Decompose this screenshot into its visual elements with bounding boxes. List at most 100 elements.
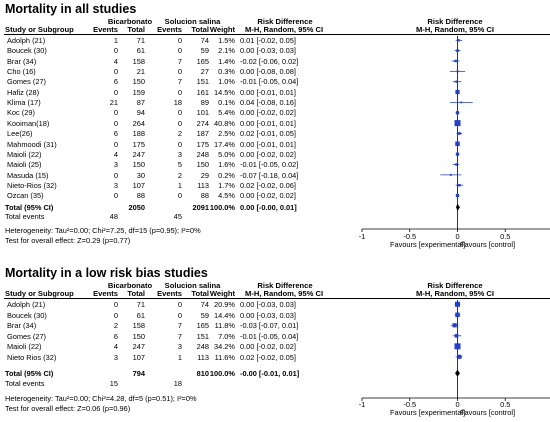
row-weight: 17.4% — [214, 139, 235, 149]
col-total2: Total — [191, 25, 209, 34]
total-weight: 100.0% — [209, 369, 235, 378]
row-study: Adolph (21) — [7, 300, 46, 309]
row-weight: 5.0% — [218, 149, 235, 159]
events-e1: 48 — [109, 212, 118, 221]
row-study: Gomes (27) — [7, 331, 47, 341]
row-total1: 94 — [136, 108, 145, 118]
row-weight: 0.3% — [218, 67, 235, 77]
row-ci: -0.01 [-0.05, 0.04] — [240, 331, 299, 341]
row-total1: 61 — [136, 46, 145, 56]
favours-left: Favours [experimental] — [390, 408, 466, 417]
row-events2: 0 — [177, 118, 182, 128]
row-study: Boucek (30) — [7, 46, 47, 56]
row-study: Maioli (22) — [7, 149, 42, 159]
row-events1: 0 — [113, 108, 118, 118]
row-events2: 1 — [177, 352, 182, 362]
row-weight: 0.2% — [218, 170, 235, 180]
study-point-marker — [457, 354, 462, 359]
favours-right: Favours [control] — [460, 408, 516, 417]
row-total2: 175 — [196, 139, 209, 149]
row-total2: 88 — [200, 191, 209, 201]
col-events1: Events — [93, 25, 118, 34]
study-point-marker — [456, 49, 459, 52]
col-rd-sub-plot: M-H, Random, 95% CI — [415, 289, 495, 298]
row-ci: 0.00 [-0.03, 0.03] — [240, 300, 296, 309]
study-point-marker — [455, 194, 460, 198]
row-ci: 0.00 [-0.03, 0.03] — [240, 46, 296, 56]
total-label: Total (95% CI) — [5, 203, 54, 212]
row-study: Masuda (15) — [7, 170, 49, 180]
row-events2: 0 — [177, 108, 182, 118]
row-weight: 11.6% — [214, 352, 235, 362]
row-total1: 150 — [132, 160, 145, 170]
row-events2: 0 — [177, 36, 182, 45]
row-ci: -0.07 [-0.18, 0.04] — [240, 170, 299, 180]
row-study: Nieto-Rios (32) — [7, 180, 57, 190]
row-ci: 0.00 [-0.08, 0.08] — [240, 67, 296, 77]
row-total1: 188 — [132, 129, 145, 139]
row-ci: 0.00 [-0.01, 0.01] — [240, 118, 296, 128]
total-t1: 2050 — [128, 203, 145, 212]
row-events2: 2 — [177, 170, 182, 180]
row-total1: 87 — [136, 98, 145, 108]
row-weight: 1.5% — [218, 36, 235, 45]
row-total2: 27 — [200, 67, 209, 77]
col-events1: Events — [93, 289, 118, 298]
row-total1: 159 — [132, 87, 145, 97]
heterogeneity-text: Heterogeneity: Tau²=0.00; Chi²=7.25, df=… — [5, 226, 201, 235]
row-weight: 5.4% — [218, 108, 235, 118]
row-events1: 0 — [113, 67, 118, 77]
row-ci: 0.02 [-0.01, 0.05] — [240, 129, 296, 139]
row-ci: -0.03 [-0.07, 0.01] — [240, 321, 299, 330]
row-weight: 0.1% — [218, 98, 235, 108]
row-events2: 0 — [177, 300, 182, 309]
total-t2: 2091 — [192, 203, 209, 212]
heterogeneity-text: Heterogeneity: Tau²=0.00; Chi²=4.28, df=… — [5, 394, 197, 403]
row-study: Adolph (21) — [7, 36, 46, 45]
row-events1: 4 — [113, 56, 118, 66]
row-study: Brar (34) — [7, 56, 37, 66]
row-total2: 187 — [196, 129, 209, 139]
row-ci: 0.02 [-0.02, 0.05] — [240, 352, 296, 362]
row-total1: 247 — [132, 342, 145, 351]
events-e1: 15 — [109, 379, 118, 388]
total-ci: 0.00 [-0.00, 0.01] — [240, 203, 297, 212]
row-study: Ozcan (35) — [7, 191, 44, 201]
row-weight: 34.2% — [214, 342, 235, 351]
study-point-marker — [455, 141, 460, 147]
row-events2: 0 — [177, 67, 182, 77]
row-events1: 2 — [113, 321, 118, 330]
events-e2: 45 — [173, 212, 182, 221]
row-weight: 2.1% — [218, 46, 235, 56]
row-study: Lee(26) — [7, 129, 33, 139]
study-point-marker — [456, 70, 459, 73]
row-ci: 0.00 [-0.02, 0.02] — [240, 342, 296, 351]
events-label: Total events — [5, 379, 45, 388]
row-total1: 21 — [136, 67, 145, 77]
col-weight: Weight — [209, 25, 235, 34]
group2-label: Solucion salina — [164, 281, 221, 290]
panel-title: Mortality in all studies — [5, 2, 137, 16]
row-total1: 61 — [136, 310, 145, 320]
row-events2: 0 — [177, 46, 182, 56]
row-events2: 0 — [177, 191, 182, 201]
row-ci: 0.01 [-0.02, 0.05] — [240, 36, 296, 45]
row-events1: 0 — [113, 118, 118, 128]
study-point-marker — [454, 59, 457, 63]
row-study: Mahmoodi (31) — [7, 139, 57, 149]
row-total2: 151 — [196, 77, 209, 87]
row-ci: -0.01 [-0.05, 0.04] — [240, 77, 299, 87]
row-total1: 175 — [132, 139, 145, 149]
row-events1: 0 — [113, 139, 118, 149]
events-e2: 18 — [173, 379, 182, 388]
row-weight: 7.0% — [218, 331, 235, 341]
rd-header-table: Risk Difference — [257, 17, 313, 26]
row-total2: 89 — [200, 98, 209, 108]
row-events2: 7 — [177, 331, 182, 341]
group2-label: Solucion salina — [164, 17, 221, 26]
panel-title: Mortality in a low risk bias studies — [5, 266, 208, 280]
row-ci: 0.00 [-0.02, 0.02] — [240, 191, 296, 201]
row-total2: 59 — [200, 46, 209, 56]
study-point-marker — [457, 39, 460, 42]
study-point-marker — [458, 183, 461, 187]
